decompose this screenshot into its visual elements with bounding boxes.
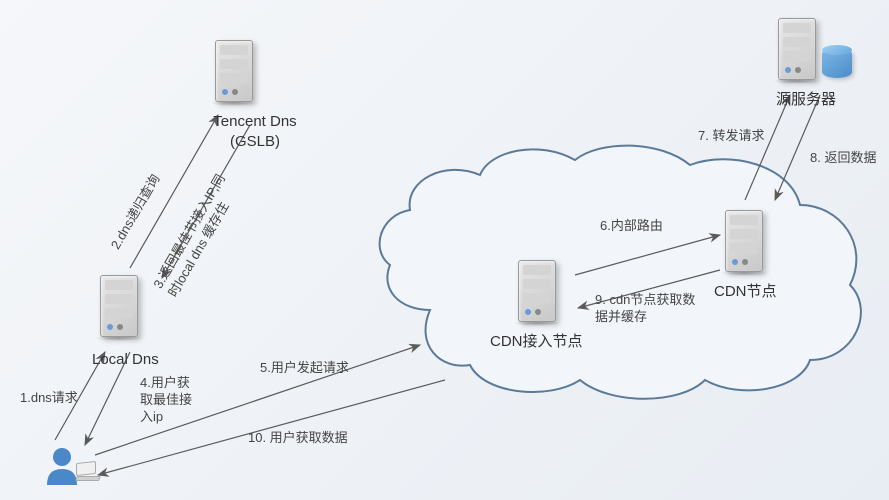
origin-server-icon xyxy=(778,18,828,86)
edge-7-label: 7. 转发请求 xyxy=(698,128,764,145)
edge-8-label: 8. 返回数据 xyxy=(810,150,876,167)
cdn-edge-label: CDN节点 xyxy=(714,282,777,302)
tencent-dns-label: Tencent Dns (GSLB) xyxy=(195,112,315,151)
edge-7 xyxy=(745,95,790,200)
edge-3-label: 3.返回最佳节接入IP,同 时local dns 缓存住 xyxy=(150,172,244,301)
edge-8 xyxy=(775,95,820,200)
origin-database-icon xyxy=(822,48,852,82)
cloud-shape xyxy=(380,146,861,399)
edge-1-label: 1.dns请求 xyxy=(20,390,78,407)
edge-2-label: 2.dns递归查询 xyxy=(108,172,165,253)
origin-label: 源服务器 xyxy=(776,90,836,110)
laptop-icon xyxy=(76,462,102,482)
local-dns-label: Local Dns xyxy=(92,350,159,370)
local-dns-server-icon xyxy=(100,275,150,343)
edge-5-label: 5.用户发起请求 xyxy=(260,360,349,377)
cdn-edge-server-icon xyxy=(725,210,775,278)
edge-6-label: 6.内部路由 xyxy=(600,218,663,235)
tencent-dns-server-icon xyxy=(215,40,265,108)
edge-9-label: 9. cdn节点获取数 据并缓存 xyxy=(595,292,695,326)
cdn-access-server-icon xyxy=(518,260,568,328)
cdn-access-label: CDN接入节点 xyxy=(490,332,583,352)
edge-4-label: 4.用户获 取最佳接 入ip xyxy=(140,375,192,426)
edge-10-label: 10. 用户获取数据 xyxy=(248,430,348,447)
edge-6 xyxy=(575,235,720,275)
